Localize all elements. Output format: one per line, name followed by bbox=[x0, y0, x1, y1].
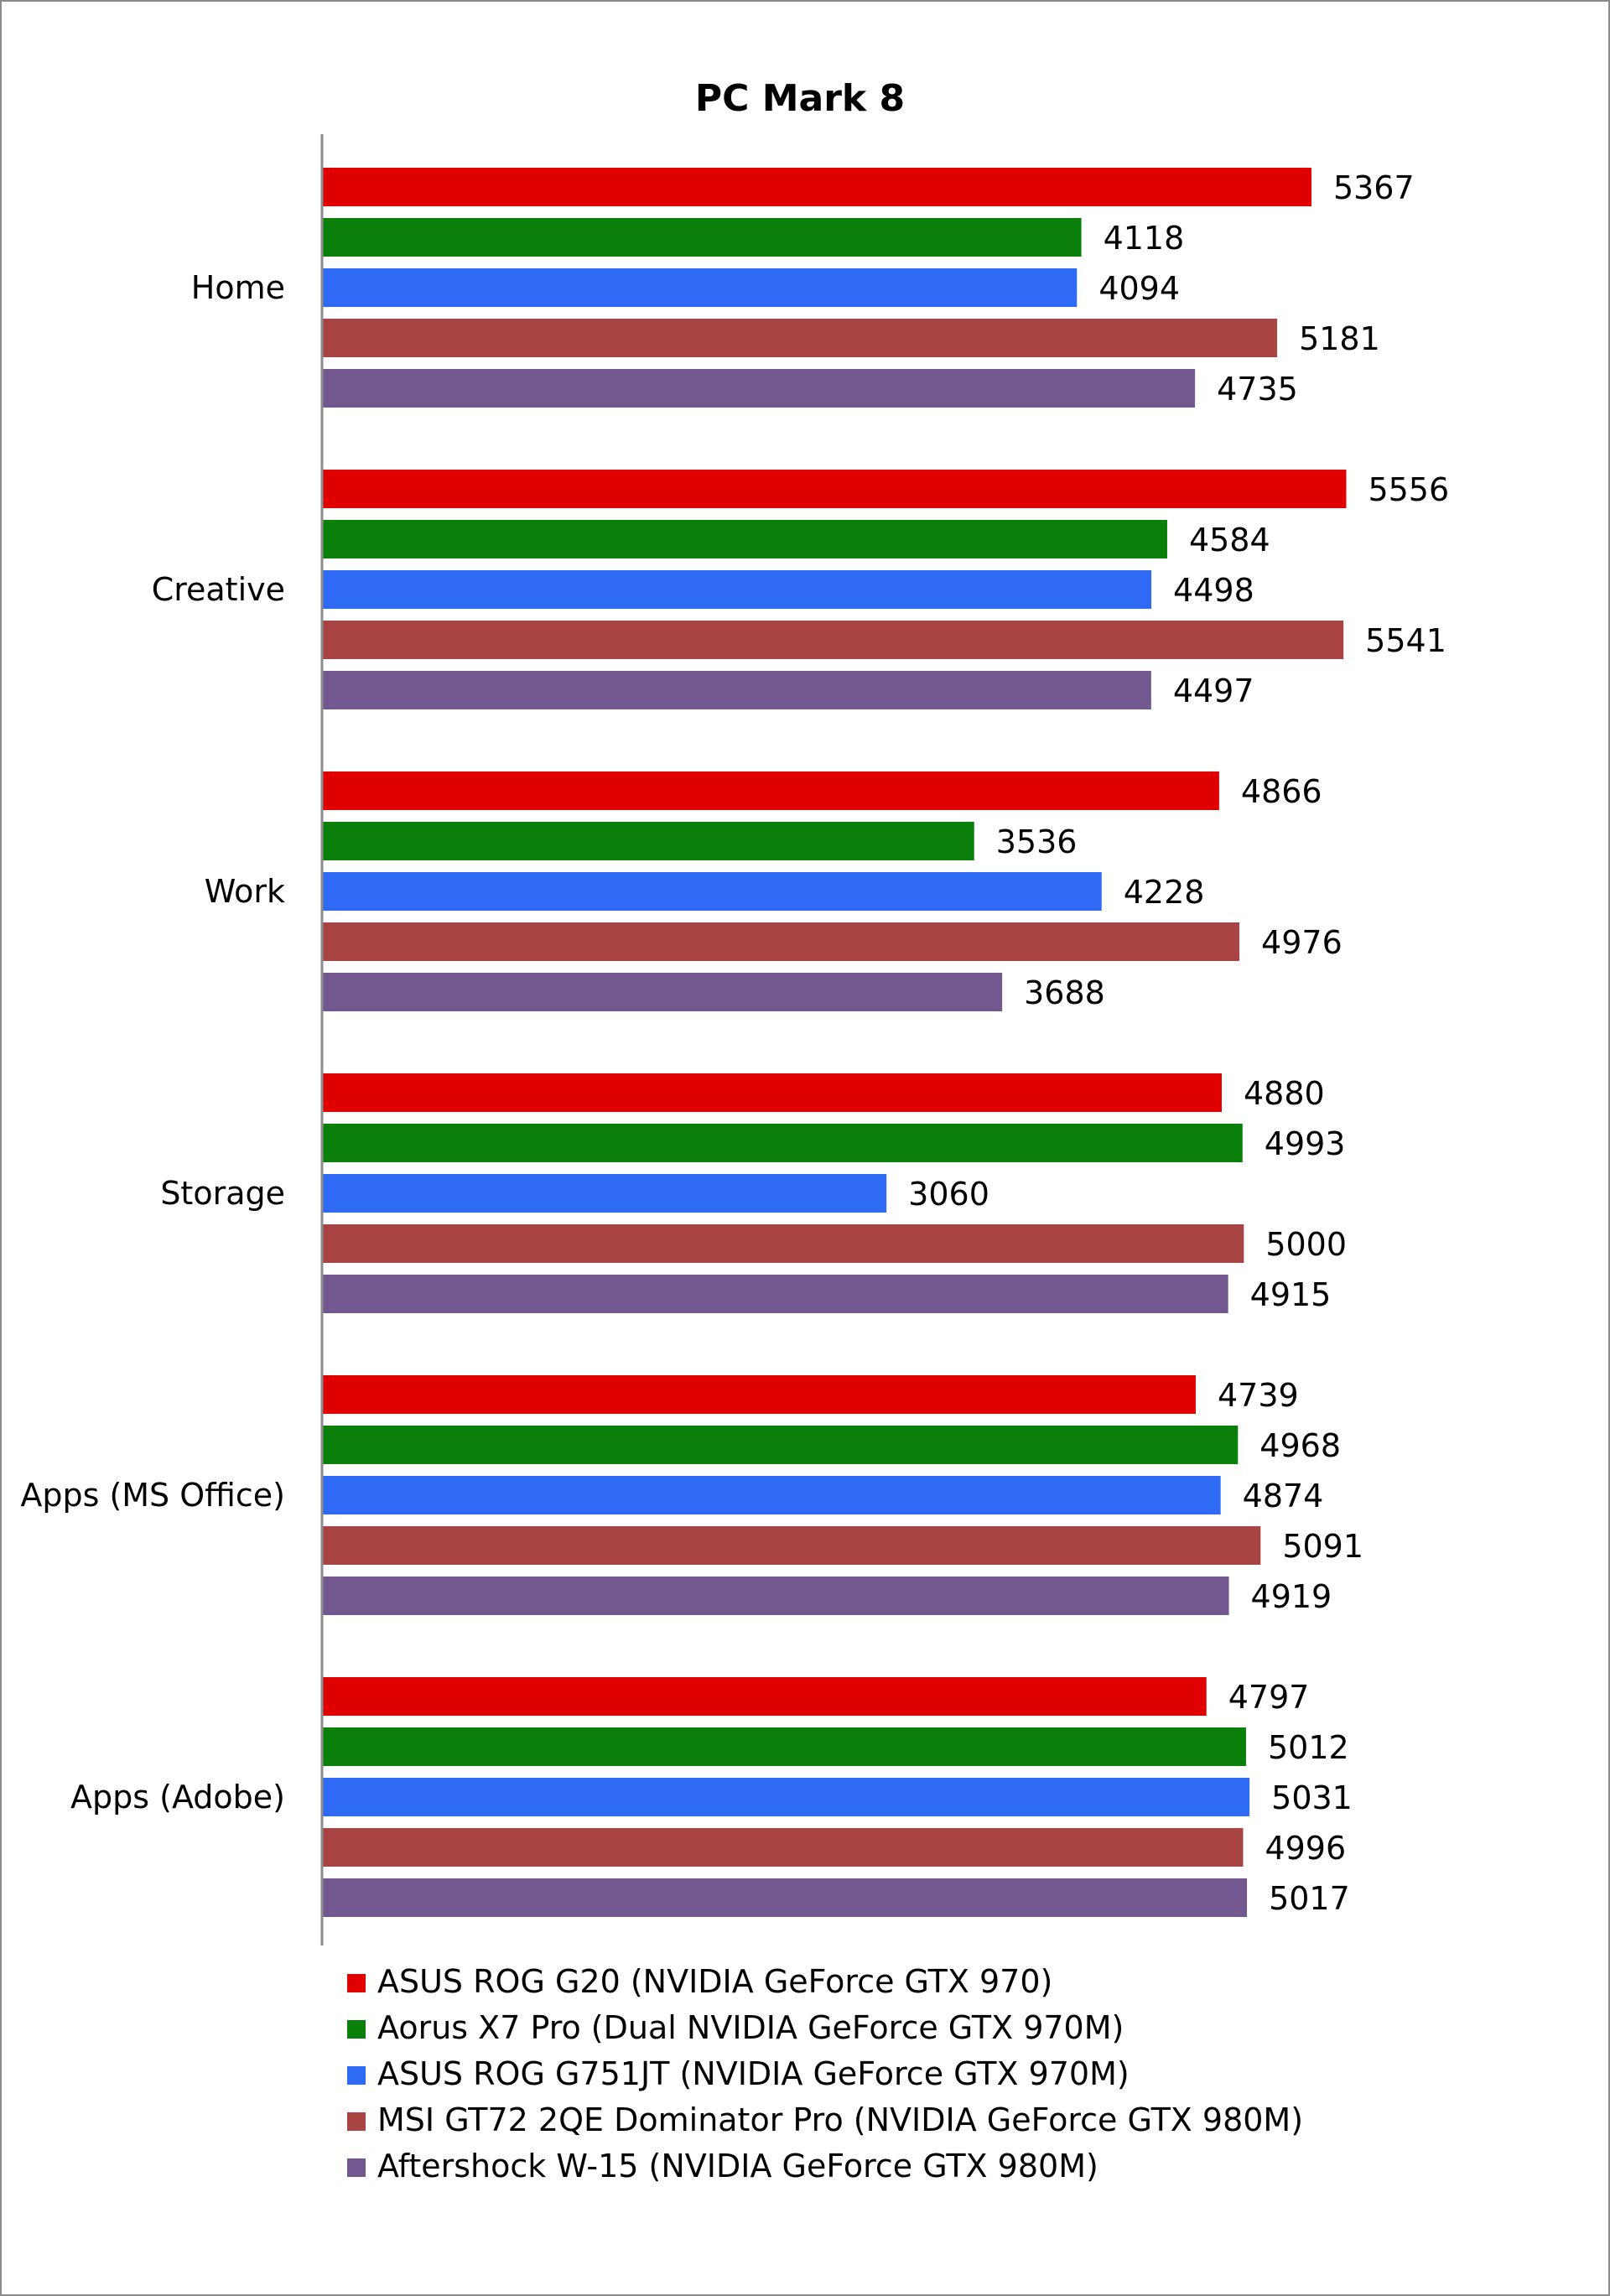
category-label-home: Home bbox=[191, 269, 285, 306]
value-label-home-series-3: 4094 bbox=[1098, 270, 1180, 307]
bar-storage-series-1 bbox=[323, 1073, 1222, 1112]
bar-storage-series-5 bbox=[323, 1275, 1228, 1313]
bar-work-series-4 bbox=[323, 922, 1240, 961]
value-label-creative-series-3: 4498 bbox=[1173, 572, 1254, 609]
value-label-storage-series-1: 4880 bbox=[1244, 1075, 1325, 1112]
value-label-home-series-2: 4118 bbox=[1104, 220, 1185, 257]
legend-swatch-4 bbox=[347, 2112, 366, 2131]
bar-home-series-1 bbox=[323, 168, 1311, 206]
bar-work-series-1 bbox=[323, 771, 1219, 810]
bar-apps-ms-office-series-5 bbox=[323, 1577, 1229, 1615]
bar-apps-adobe-series-3 bbox=[323, 1778, 1250, 1816]
bar-storage-series-4 bbox=[323, 1224, 1244, 1263]
bar-storage-series-3 bbox=[323, 1174, 887, 1213]
value-label-apps-ms-office-series-5: 4919 bbox=[1251, 1578, 1332, 1615]
bar-creative-series-5 bbox=[323, 671, 1151, 709]
bar-creative-series-1 bbox=[323, 470, 1347, 508]
value-label-work-series-1: 4866 bbox=[1241, 773, 1322, 810]
value-label-apps-ms-office-series-2: 4968 bbox=[1259, 1427, 1341, 1464]
value-label-storage-series-5: 4915 bbox=[1250, 1276, 1332, 1313]
value-label-storage-series-2: 4993 bbox=[1265, 1125, 1346, 1162]
value-label-apps-adobe-series-5: 5017 bbox=[1269, 1880, 1350, 1917]
bar-creative-series-3 bbox=[323, 570, 1152, 609]
legend-label-4: MSI GT72 2QE Dominator Pro (NVIDIA GeFor… bbox=[377, 2101, 1303, 2138]
legend-label-5: Aftershock W-15 (NVIDIA GeForce GTX 980M… bbox=[377, 2148, 1098, 2184]
category-label-apps-adobe: Apps (Adobe) bbox=[70, 1779, 285, 1816]
bar-creative-series-2 bbox=[323, 520, 1167, 558]
value-label-creative-series-2: 4584 bbox=[1189, 522, 1270, 558]
value-label-apps-ms-office-series-4: 5091 bbox=[1282, 1528, 1363, 1565]
bar-storage-series-2 bbox=[323, 1124, 1243, 1162]
legend-label-2: Aorus X7 Pro (Dual NVIDIA GeForce GTX 97… bbox=[377, 2009, 1124, 2046]
value-label-work-series-2: 3536 bbox=[996, 823, 1078, 860]
legend-label-3: ASUS ROG G751JT (NVIDIA GeForce GTX 970M… bbox=[377, 2055, 1130, 2092]
bar-home-series-3 bbox=[323, 268, 1078, 307]
bar-apps-ms-office-series-3 bbox=[323, 1476, 1221, 1514]
value-label-apps-adobe-series-3: 5031 bbox=[1271, 1779, 1353, 1816]
bar-home-series-4 bbox=[323, 319, 1278, 357]
bar-home-series-5 bbox=[323, 369, 1196, 408]
value-label-storage-series-4: 5000 bbox=[1265, 1226, 1347, 1263]
value-label-apps-ms-office-series-3: 4874 bbox=[1243, 1478, 1324, 1514]
value-label-home-series-5: 4735 bbox=[1217, 371, 1298, 408]
legend-swatch-2 bbox=[347, 2020, 366, 2039]
legend-label-1: ASUS ROG G20 (NVIDIA GeForce GTX 970) bbox=[377, 1963, 1052, 2000]
chart-title: PC Mark 8 bbox=[695, 77, 905, 120]
category-labels: Home Creative Work Storage Apps (MS Office) A… bbox=[20, 269, 285, 1816]
bar-apps-adobe-series-5 bbox=[323, 1878, 1248, 1917]
value-label-creative-series-5: 4497 bbox=[1173, 673, 1254, 709]
value-label-work-series-5: 3688 bbox=[1024, 974, 1105, 1011]
category-label-storage: Storage bbox=[160, 1175, 285, 1212]
value-label-home-series-4: 5181 bbox=[1299, 320, 1380, 357]
bar-apps-ms-office-series-1 bbox=[323, 1375, 1197, 1414]
bar-apps-ms-office-series-2 bbox=[323, 1426, 1239, 1464]
legend: ASUS ROG G20 (NVIDIA GeForce GTX 970) Aor… bbox=[347, 1963, 1303, 2184]
legend-swatch-5 bbox=[347, 2158, 366, 2177]
bar-creative-series-4 bbox=[323, 621, 1344, 659]
value-label-work-series-3: 4228 bbox=[1124, 874, 1205, 911]
bar-work-series-5 bbox=[323, 973, 1003, 1011]
value-label-apps-adobe-series-4: 4996 bbox=[1265, 1830, 1346, 1867]
value-label-apps-ms-office-series-1: 4739 bbox=[1218, 1377, 1299, 1414]
bar-apps-ms-office-series-4 bbox=[323, 1526, 1261, 1565]
bar-apps-adobe-series-2 bbox=[323, 1727, 1246, 1766]
value-label-creative-series-4: 5541 bbox=[1365, 622, 1446, 659]
value-label-work-series-4: 4976 bbox=[1261, 924, 1343, 961]
category-label-apps-ms-office: Apps (MS Office) bbox=[20, 1477, 285, 1514]
category-label-creative: Creative bbox=[152, 571, 285, 608]
bar-work-series-2 bbox=[323, 822, 974, 860]
legend-swatch-1 bbox=[347, 1974, 366, 1992]
bar-apps-adobe-series-1 bbox=[323, 1677, 1207, 1716]
value-label-creative-series-1: 5556 bbox=[1368, 471, 1449, 508]
bar-home-series-2 bbox=[323, 218, 1082, 257]
value-label-apps-adobe-series-1: 4797 bbox=[1228, 1679, 1310, 1716]
bar-work-series-3 bbox=[323, 872, 1102, 911]
category-label-work: Work bbox=[205, 873, 285, 910]
legend-swatch-3 bbox=[347, 2066, 366, 2085]
bar-apps-adobe-series-4 bbox=[323, 1828, 1244, 1867]
value-label-storage-series-3: 3060 bbox=[908, 1176, 989, 1213]
value-label-home-series-1: 5367 bbox=[1333, 169, 1415, 206]
value-label-apps-adobe-series-2: 5012 bbox=[1268, 1729, 1349, 1766]
